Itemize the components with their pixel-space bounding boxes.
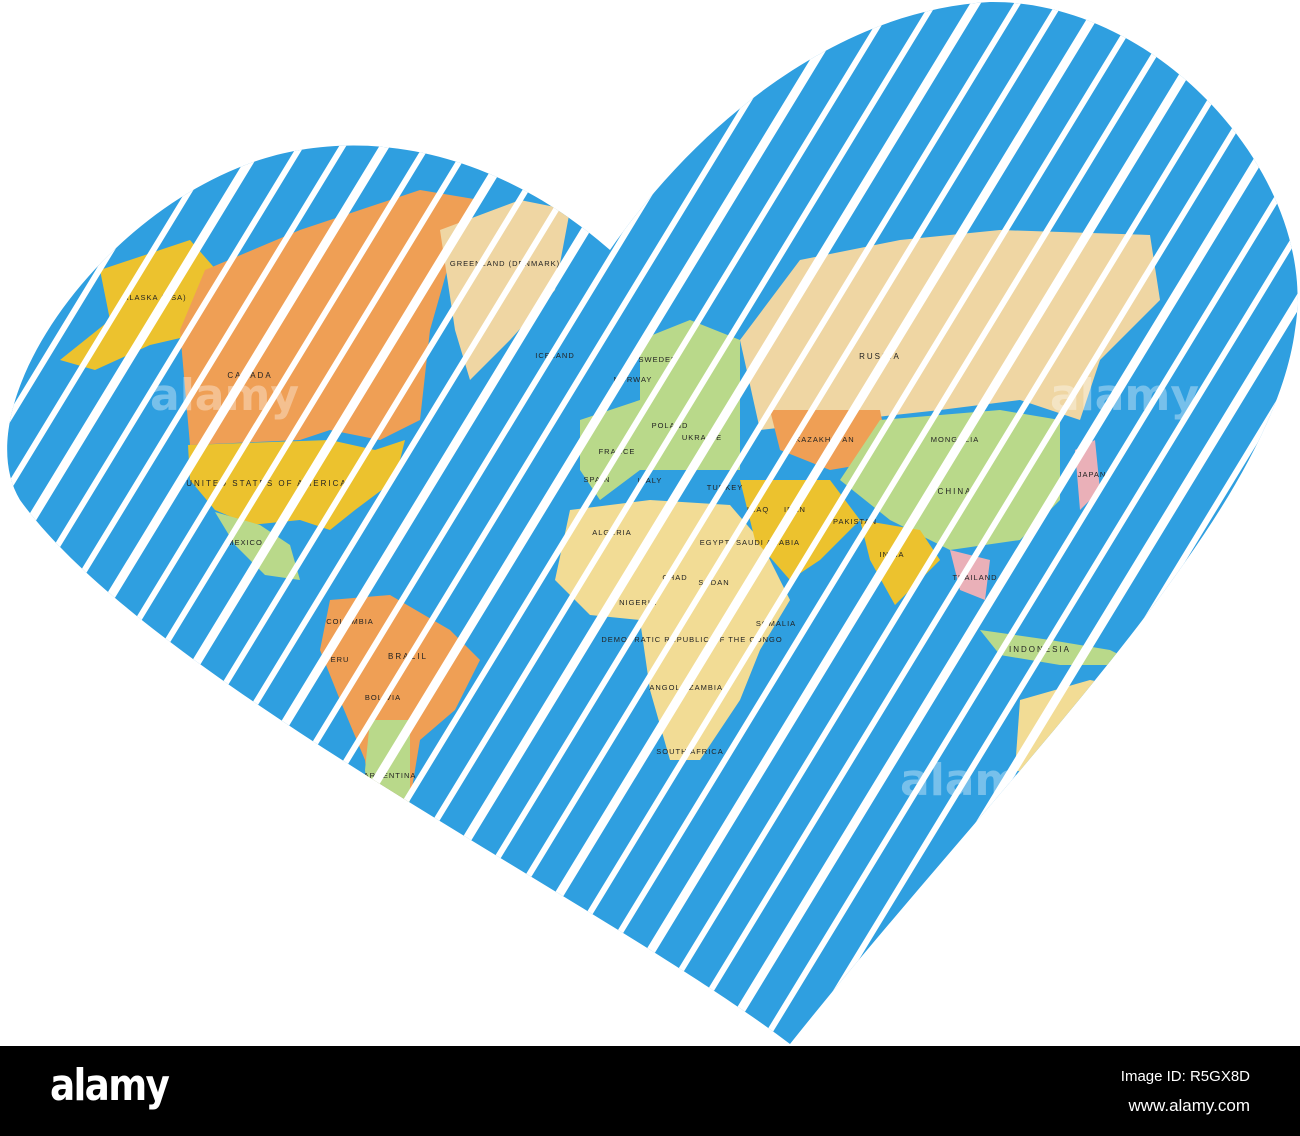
country-label: UKRAINE — [682, 433, 722, 442]
country-label: ARGENTINA — [364, 771, 417, 780]
indonesia — [980, 630, 1140, 665]
country-label: IRAQ — [747, 505, 769, 514]
southeast-asia — [950, 550, 990, 600]
country-label: SPAIN — [584, 475, 611, 484]
country-label: KAZAKHSTAN — [795, 435, 854, 444]
country-label: ALASKA (USA) — [123, 293, 186, 302]
stripe — [599, 1, 1298, 1044]
country-label: ZAMBIA — [689, 683, 723, 692]
country-label: SAUDI ARABIA — [736, 538, 800, 547]
country-label: GREENLAND (DENMARK) — [450, 259, 560, 268]
country-label: MONGOLIA — [931, 435, 979, 444]
image-id: Image ID: R5GX8D — [1120, 1068, 1250, 1085]
country-label: CHAD — [662, 573, 687, 582]
china — [840, 410, 1060, 550]
country-label: INDONESIA — [1009, 645, 1071, 654]
country-label: CHINA — [938, 487, 973, 496]
country-label: AUSTRALIA — [1059, 738, 1121, 747]
stripe — [725, 1, 1298, 1044]
stripe — [556, 1, 1264, 1044]
africa — [555, 500, 790, 760]
footer-bar: alamy Image ID: R5GX8D www.alamy.com — [0, 1046, 1300, 1136]
stripe — [515, 1, 1221, 1044]
india — [860, 520, 940, 605]
stripe — [641, 1, 1298, 1044]
country-label: NIGERIA — [619, 598, 657, 607]
country-label: SUDAN — [698, 578, 729, 587]
alamy-logo[interactable]: alamy — [50, 1060, 170, 1111]
stripe — [473, 1, 1179, 1044]
country-label: EGYPT — [700, 538, 730, 547]
heart-world-map: ALASKA (USA)CANADAUNITED STATES OF AMERI… — [7, 1, 1298, 1044]
site-url[interactable]: www.alamy.com — [1128, 1096, 1250, 1115]
stripe — [767, 1, 1298, 1044]
country-label: PAKISTAN — [833, 517, 877, 526]
usa — [188, 440, 405, 530]
country-label: SWEDEN — [639, 355, 678, 364]
country-label: RUSSIA — [859, 352, 901, 361]
country-label: THAILAND — [952, 573, 997, 582]
country-label: ANGOLA — [649, 683, 686, 692]
country-label: ITALY — [638, 476, 663, 485]
country-label: SOMALIA — [756, 619, 796, 628]
country-label: MEXICO — [227, 538, 263, 547]
country-label: NORWAY — [614, 375, 653, 384]
country-label: POLAND — [652, 421, 689, 430]
country-label: PERU — [325, 655, 350, 664]
stripe — [7, 1, 45, 1044]
country-label: DEMOCRATIC REPUBLIC OF THE CONGO — [601, 635, 782, 644]
country-label: JAPAN — [1078, 470, 1107, 479]
